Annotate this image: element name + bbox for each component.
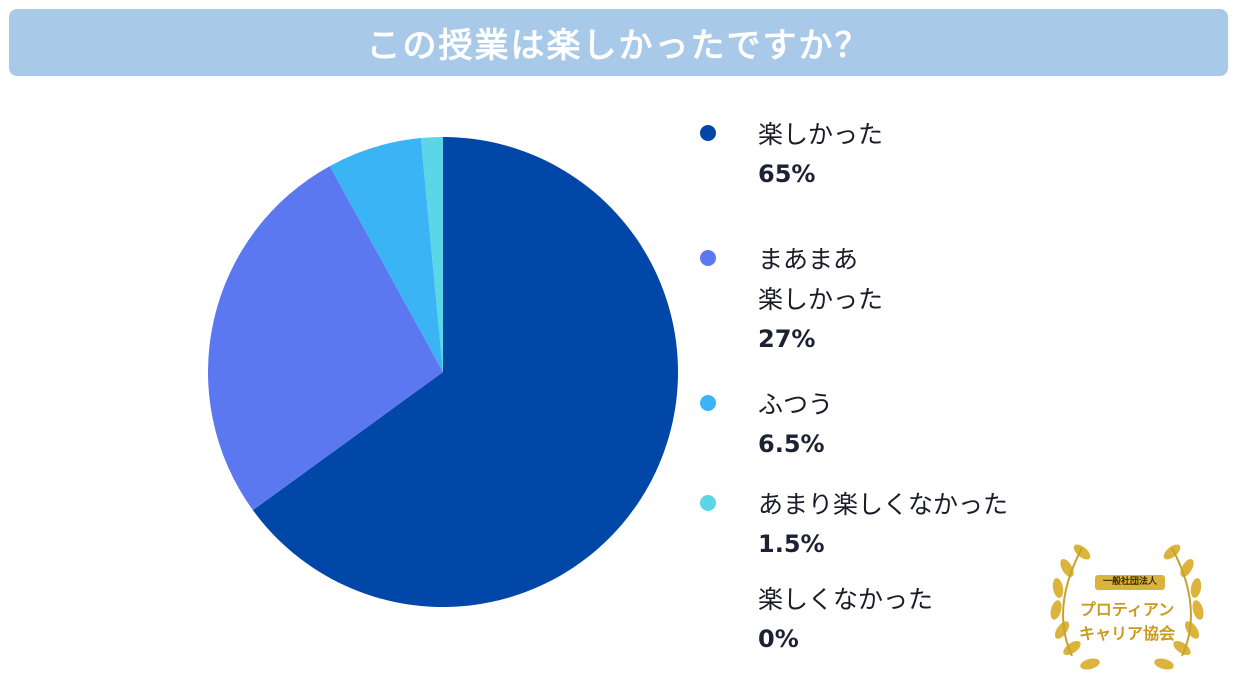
- legend-label: あまり楽しくなかった: [758, 490, 1009, 519]
- legend-label: ふつう: [758, 390, 834, 419]
- legend-label: まあまあ 楽しかった: [758, 245, 884, 314]
- legend-percentage: 1.5%: [758, 530, 825, 558]
- title-banner: この授業は楽しかったですか？: [9, 9, 1228, 76]
- badge-ribbon: 一般社団法人: [1095, 575, 1165, 590]
- chart-title: この授業は楽しかったですか？: [366, 26, 871, 66]
- badge-org-name-line1: プロティアン: [1079, 600, 1175, 619]
- association-badge: 一般社団法人 プロティアン キャリア協会: [1042, 528, 1212, 688]
- legend-swatch: [700, 125, 716, 141]
- legend-label: 楽しかった: [758, 120, 884, 149]
- legend-swatch: [700, 495, 716, 511]
- badge-org-name-line2: キャリア協会: [1078, 624, 1175, 643]
- legend-percentage: 6.5%: [758, 430, 825, 458]
- legend-swatch: [700, 250, 716, 266]
- pie-slice-2: [207, 166, 443, 511]
- pie-slice-3: [329, 138, 443, 372]
- legend-swatch: [700, 395, 716, 411]
- laurel-wreath-icon: [1050, 544, 1204, 670]
- pie-chart: [207, 137, 678, 607]
- legend-percentage: 65%: [758, 160, 816, 188]
- pie-slice-1: [252, 137, 678, 607]
- legend-percentage: 0%: [758, 625, 799, 653]
- pie-slice-4: [420, 137, 443, 372]
- legend-label: 楽しくなかった: [758, 585, 934, 614]
- legend-percentage: 27%: [758, 325, 816, 353]
